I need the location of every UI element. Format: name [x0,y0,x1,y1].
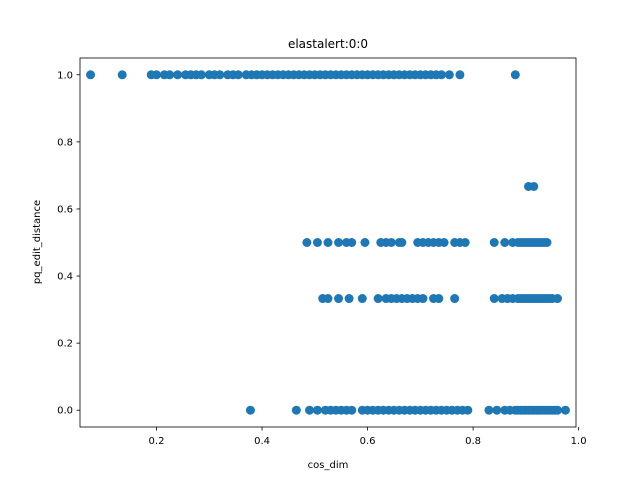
data-point [323,238,333,247]
plot-frame [79,57,577,428]
data-point [334,294,344,304]
data-point [117,70,127,80]
y-tick-label: 0.8 [57,137,73,148]
x-tick-label: 1.0 [571,436,587,447]
data-point [386,238,396,247]
data-point [357,294,367,304]
data-point [553,405,563,415]
data-point [347,405,357,415]
data-point [492,405,502,415]
x-axis-label: cos_dim [308,460,349,471]
data-point [360,238,370,247]
data-point [484,405,494,415]
data-point [334,238,344,247]
y-tick-label: 1.0 [57,70,73,81]
data-point [245,405,255,415]
data-point [460,238,470,247]
data-point [489,294,499,304]
data-point [542,238,552,247]
data-point [305,405,315,415]
data-point [323,294,333,304]
data-point [397,238,407,247]
data-point [553,294,563,304]
data-point [450,294,460,304]
data-point [152,70,162,80]
data-point [312,405,322,415]
y-axis-label: pq_edit_distance [32,200,43,284]
data-point [291,405,301,415]
data-point [444,70,454,80]
data-point [436,70,446,80]
data-point [165,70,175,80]
data-points [86,70,570,415]
x-tick-label: 0.6 [360,436,376,447]
y-tick-label: 0.4 [57,272,73,283]
data-point [463,405,473,415]
x-axis-ticks: 0.2 0.4 0.6 0.8 1.0 [149,427,587,447]
data-point [529,181,539,191]
x-tick-label: 0.4 [254,436,270,447]
data-point [344,294,354,304]
data-point [173,70,183,80]
data-point [215,70,225,80]
data-point [302,238,312,247]
data-point [347,238,357,247]
y-tick-label: 0.2 [57,339,73,350]
data-point [489,238,499,247]
data-point [560,405,570,415]
data-point [86,70,96,80]
data-point [434,294,444,304]
y-tick-label: 0.6 [57,204,73,215]
data-point [510,70,520,80]
data-point [373,294,383,304]
data-point [418,294,428,304]
chart-title: elastalert:0:0 [288,37,368,51]
x-tick-label: 0.2 [149,436,165,447]
y-axis-ticks: 0.0 0.2 0.4 0.6 0.8 1.0 [57,70,80,417]
data-point [500,238,510,247]
data-point [455,70,465,80]
data-point [312,238,322,247]
data-point [439,238,449,247]
y-tick-label: 0.0 [57,406,73,417]
x-tick-label: 0.8 [465,436,481,447]
data-point [196,70,206,80]
data-point [233,70,243,80]
